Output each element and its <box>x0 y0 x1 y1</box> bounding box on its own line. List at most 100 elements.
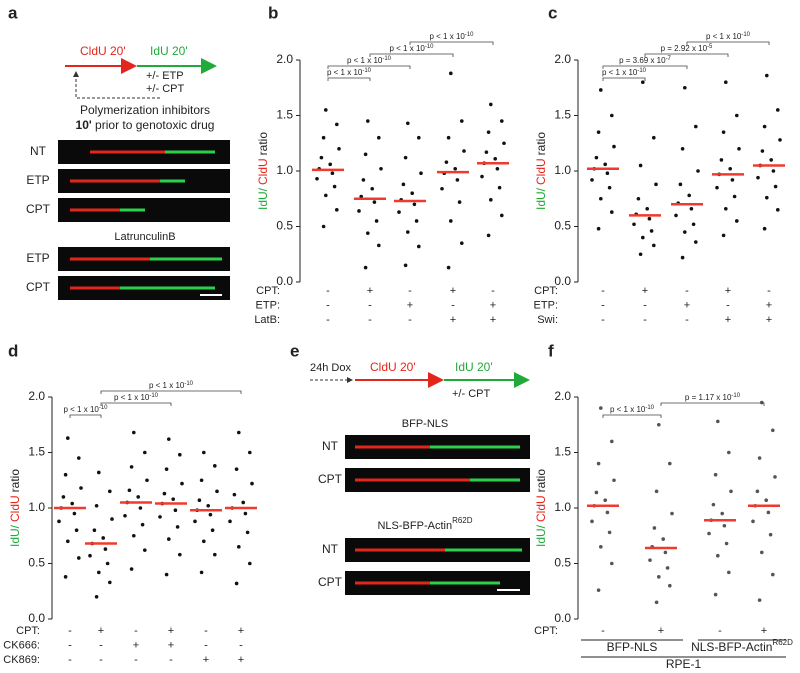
condition-value: + <box>766 314 772 326</box>
data-point <box>315 176 319 181</box>
data-point <box>206 503 210 508</box>
data-point <box>101 536 105 540</box>
data-point <box>108 489 112 494</box>
p-value: p < 1 x 10-10 <box>429 32 474 42</box>
data-point <box>495 166 500 171</box>
data-point <box>77 556 81 560</box>
panel-label: f <box>548 341 554 360</box>
data-point <box>610 561 614 566</box>
significance-bracket <box>100 402 172 406</box>
data-point <box>493 156 498 161</box>
y-axis-label-part: IdU/ <box>8 524 22 547</box>
data-point <box>724 541 729 546</box>
data-point <box>636 196 641 201</box>
data-point <box>377 243 381 248</box>
condition-value: - <box>204 639 208 651</box>
data-point <box>760 550 764 555</box>
data-point <box>213 552 217 557</box>
data-point <box>737 147 741 151</box>
data-point <box>171 497 175 501</box>
p-value-text: p < 1 x 10 <box>327 68 363 77</box>
data-point <box>768 532 773 537</box>
y-tick-label: 0.0 <box>554 274 571 288</box>
data-point <box>661 537 665 541</box>
y-axis-label-part: IdU/ <box>534 187 548 210</box>
data-point <box>248 561 252 566</box>
data-point <box>500 119 504 123</box>
data-point <box>590 519 594 524</box>
data-point <box>722 523 727 528</box>
data-point <box>735 219 739 223</box>
significance-bracket <box>69 414 102 418</box>
data-point <box>145 478 149 483</box>
note: Polymerization inhibitors <box>80 103 210 117</box>
data-point <box>771 169 776 173</box>
data-point <box>596 130 601 134</box>
data-point <box>379 166 383 171</box>
data-point <box>480 174 484 179</box>
y-axis-label: IdU/CldU ratio <box>534 132 548 210</box>
condition-value: - <box>368 314 372 326</box>
p-value: p < 1 x 10-10 <box>389 44 434 54</box>
row-label: ETP <box>26 251 49 265</box>
panel-label: c <box>548 3 557 22</box>
data-point <box>94 595 99 599</box>
data-point <box>412 202 417 207</box>
data-point <box>164 572 169 577</box>
data-point <box>678 182 683 187</box>
data-point <box>778 138 782 142</box>
significance-bracket <box>644 53 729 57</box>
condition-label: CPT: <box>16 625 40 637</box>
condition-value: + <box>725 285 731 297</box>
data-point <box>610 439 614 444</box>
data-point <box>232 492 237 497</box>
data-point <box>756 175 760 180</box>
data-point <box>728 166 732 171</box>
data-point <box>175 525 180 529</box>
data-point <box>359 194 364 199</box>
y-tick-label: 1.0 <box>276 163 293 177</box>
data-point <box>771 428 775 433</box>
y-tick-label: 0.5 <box>554 219 571 233</box>
data-point <box>164 467 169 471</box>
condition-value: + <box>658 625 664 637</box>
data-point <box>687 193 691 198</box>
condition-value: - <box>134 625 138 637</box>
data-point <box>88 553 92 558</box>
data-point <box>776 108 780 112</box>
data-point <box>596 461 601 466</box>
significance-bracket <box>602 65 688 69</box>
data-point <box>97 570 101 575</box>
condition-value: + <box>168 625 174 637</box>
condition-value: + <box>450 285 456 297</box>
condition-value: + <box>450 314 456 326</box>
data-point <box>324 108 328 112</box>
data-point <box>202 450 206 455</box>
data-point <box>652 243 656 248</box>
data-point <box>716 419 720 424</box>
condition-value: - <box>718 625 722 637</box>
significance-bracket <box>327 77 371 81</box>
data-point <box>680 147 685 151</box>
data-point <box>419 171 423 176</box>
data-point <box>61 495 66 499</box>
data-point <box>403 263 408 268</box>
data-point <box>596 226 601 231</box>
data-point <box>599 88 603 92</box>
significance-bracket <box>602 77 646 81</box>
condition-label: CK666: <box>3 639 40 651</box>
data-point <box>248 450 252 455</box>
data-point <box>162 491 167 496</box>
p-value-text: p < 1 x 10 <box>114 393 150 402</box>
data-point <box>243 511 248 516</box>
data-point <box>417 135 421 140</box>
panel-label: e <box>290 341 299 360</box>
significance-bracket <box>409 41 494 45</box>
data-point <box>377 135 381 140</box>
data-point <box>97 470 101 475</box>
p-value-exponent: -10 <box>149 393 158 399</box>
note: 10' prior to genotoxic drug <box>76 118 215 132</box>
group-title: NLS-BFP-ActinR62D <box>377 516 472 532</box>
y-tick-label: 0.0 <box>554 611 571 625</box>
p-value-exponent: -5 <box>707 44 713 50</box>
